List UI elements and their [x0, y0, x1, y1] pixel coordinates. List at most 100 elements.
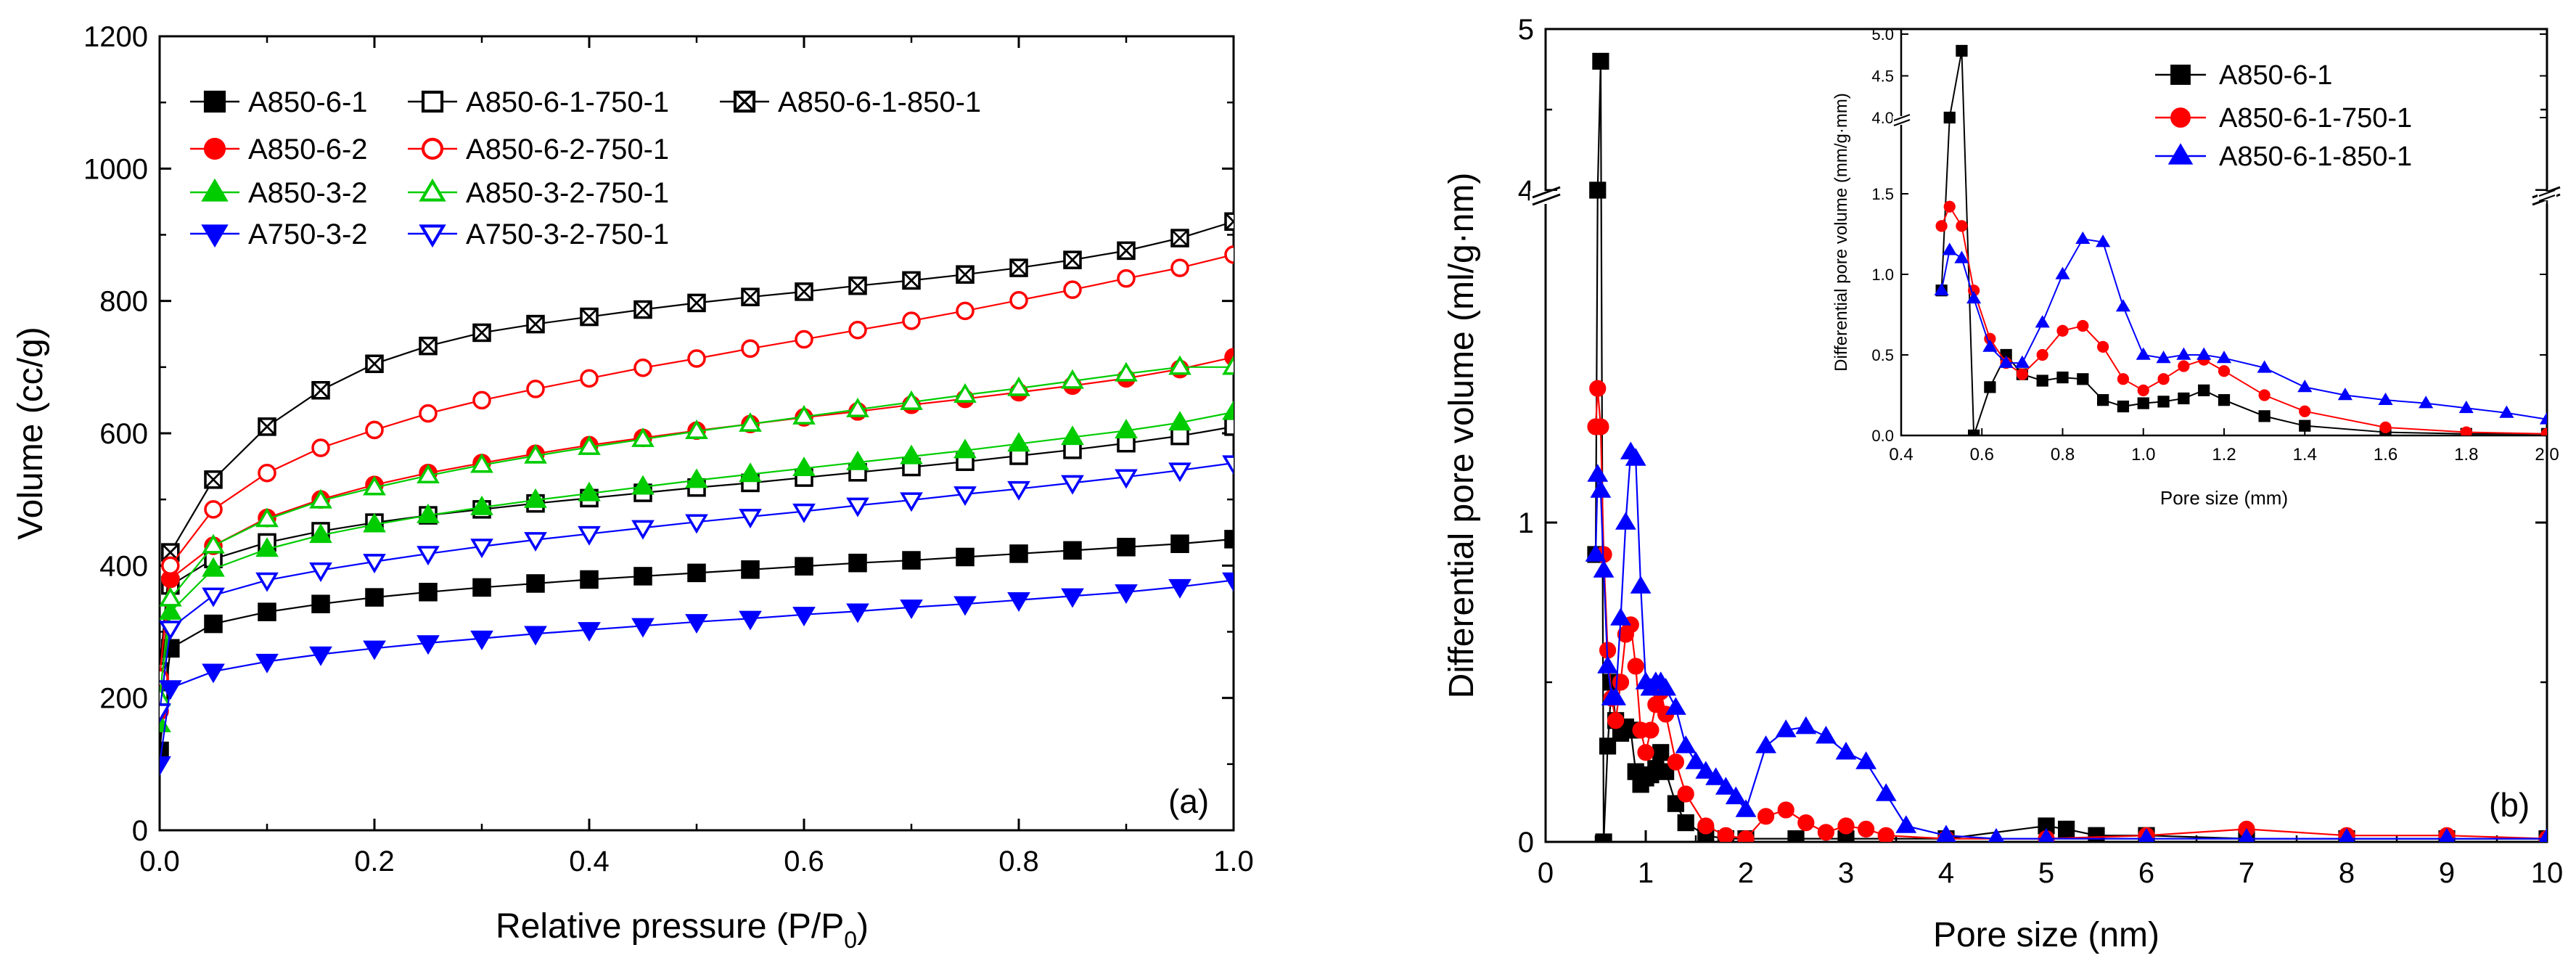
legend-marker	[421, 137, 444, 160]
data-point-a850-6-1-850-1-cross-b	[849, 277, 866, 295]
inset-xtick-label: 1.6	[2374, 445, 2397, 464]
panel-a-xtick-label: 1.0	[1213, 846, 1254, 877]
data-point-a850-6-1-shape	[526, 574, 545, 593]
data-point-inset-a850-6-1	[2258, 410, 2271, 422]
data-point-a750-3-2-750-1	[792, 503, 816, 523]
data-point-a850-6-1-850-1	[1063, 250, 1082, 269]
data-point-b-a850-6-1-850-1	[1630, 576, 1652, 594]
data-point-a850-6-1	[741, 560, 760, 579]
data-point-inset-a850-6-1-850-1	[1966, 290, 1982, 304]
data-point-b-a850-6-1-850-1	[2338, 827, 2355, 842]
data-point-inset-a850-6-1-850-1	[2458, 400, 2474, 414]
panel-b-xtick-label: 4	[1938, 857, 1954, 889]
data-point-inset-a850-6-1-850-1	[1942, 242, 1957, 255]
panel-b-xlabel: Pore size (nm)	[1933, 916, 2159, 954]
data-point-a850-3-2	[953, 438, 977, 459]
data-point-a850-6-1-850-1-cross-b	[634, 300, 652, 319]
inset-xtick-label: 0.4	[1889, 445, 1913, 464]
data-point-a850-3-2	[160, 712, 171, 732]
panel-b-xtick-label: 5	[2038, 857, 2054, 889]
data-point-a850-3-2-750-1	[160, 586, 182, 607]
panel-a-xtick-label: 0.0	[139, 846, 180, 877]
data-point-b-a850-6-1-850-1	[1695, 761, 1717, 779]
legend-entry-a850-6-1: A850-6-1	[190, 86, 368, 118]
data-point-a850-6-2-750-1	[472, 390, 491, 410]
panel-a-ytick-label: 400	[99, 550, 148, 582]
data-point-inset-a850-6-1-shape	[1956, 44, 1968, 57]
data-point-a850-6-1-850-1-cross-b	[258, 417, 276, 435]
data-point-a750-3-2-750-1	[1115, 469, 1138, 489]
data-point-a850-6-2-750-1	[1009, 290, 1028, 310]
panel-a-ytick-label: 1200	[83, 21, 148, 53]
data-point-b-a850-6-1-shape	[1657, 763, 1675, 780]
data-point-a850-6-1-850-1-cross-b	[366, 355, 383, 373]
inset-ytick-label: 4.0	[1871, 109, 1894, 127]
data-point-b-a850-6-1-shape	[1592, 52, 1609, 70]
inset-xtick-label: 0.6	[1970, 445, 1994, 464]
data-point-b-a850-6-1	[1667, 795, 1684, 812]
data-point-a850-6-1	[795, 557, 813, 576]
data-point-a750-3-2	[255, 653, 279, 674]
data-point-a750-3-2-750-1	[1061, 475, 1084, 495]
data-point-b-a850-6-1-850-1	[1835, 742, 1857, 760]
data-point-a850-6-1	[1117, 538, 1136, 557]
data-point-b-a850-6-1-850-1	[1593, 560, 1615, 578]
panel-b-xtick-label: 0	[1538, 857, 1554, 889]
data-point-a850-6-1-850-1-cross-b	[312, 381, 329, 399]
data-point-inset-a850-6-1-shape	[2218, 394, 2231, 406]
data-point-a850-6-1-850-1	[795, 282, 813, 301]
data-point-a850-3-2	[363, 512, 386, 533]
data-point-a750-3-2-750-1	[309, 562, 332, 582]
data-point-a850-3-2-750-1	[524, 443, 547, 464]
data-point-inset-a850-6-1	[2097, 394, 2109, 406]
data-point-a850-6-1-shape	[311, 594, 330, 613]
data-point-inset-a850-6-1-850-1	[2337, 388, 2353, 401]
data-point-a850-6-2-750-1	[1224, 245, 1234, 264]
data-point-inset-a850-6-1-shape	[2077, 373, 2089, 385]
data-point-inset-a850-6-1	[1968, 429, 1980, 435]
panel-a-xtick-label: 0.8	[998, 846, 1039, 877]
panel-b-series	[1585, 52, 2547, 842]
data-point-a850-6-1-850-1	[580, 307, 599, 327]
data-point-a850-6-1-850-1	[687, 293, 706, 313]
data-point-a750-3-2-750-1	[578, 525, 601, 546]
data-point-a750-3-2	[1061, 588, 1084, 608]
inset-legend-marker	[2167, 143, 2194, 165]
data-point-inset-a850-6-1	[2036, 374, 2048, 387]
data-point-a850-3-2-750-1	[1222, 355, 1234, 375]
series-a850-6-1-750-1	[160, 417, 1234, 708]
data-point-a850-3-2	[1007, 432, 1030, 452]
data-point-a850-6-1-shape	[1170, 534, 1189, 554]
data-point-a850-3-2	[685, 468, 708, 488]
data-point-b-a850-6-1-750-1	[1777, 801, 1794, 819]
data-point-b-a850-6-1-750-1	[1877, 827, 1895, 842]
inset-ytick-label: 1.5	[1871, 185, 1894, 203]
data-point-inset-a850-6-1-750-1	[2097, 340, 2109, 353]
data-point-a750-3-2	[1007, 592, 1030, 612]
series-inset-a850-6-1-750-1	[1935, 200, 2547, 435]
panel-b-ylabel: Differential pore volume (ml/g·nm)	[1443, 173, 1481, 699]
series-a850-6-1	[160, 530, 1234, 761]
data-point-a850-6-1-850-1	[1117, 241, 1136, 261]
data-point-a850-3-2-750-1	[631, 427, 655, 447]
data-point-b-a850-6-1-850-1	[1597, 655, 1618, 674]
data-point-a850-6-1-shape	[365, 588, 384, 607]
data-point-a850-6-2-750-1	[1170, 258, 1189, 277]
data-point-a850-6-1	[472, 578, 491, 597]
data-point-a850-6-1	[902, 551, 921, 570]
data-point-a850-6-1	[687, 563, 706, 583]
data-point-a850-6-1	[848, 553, 867, 573]
legend-marker	[201, 224, 229, 248]
data-point-a850-6-2-750-1	[258, 463, 276, 483]
legend-label: A850-6-2	[248, 134, 368, 165]
panel-b-ytick-label: 5	[1518, 14, 1534, 46]
data-point-a850-6-1-850-1-cross-b	[956, 266, 974, 284]
data-point-inset-a850-6-1-750-1	[2077, 319, 2089, 332]
data-point-inset-a850-6-1-850-1	[2136, 347, 2151, 360]
data-point-inset-a850-6-1-750-1	[1935, 220, 1948, 232]
data-point-a750-3-2-750-1	[255, 572, 279, 592]
data-point-a850-6-1-850-1-cross-b	[473, 324, 491, 342]
data-point-a850-3-2-750-1	[417, 464, 440, 484]
legend-label: A850-3-2-750-1	[466, 177, 669, 209]
